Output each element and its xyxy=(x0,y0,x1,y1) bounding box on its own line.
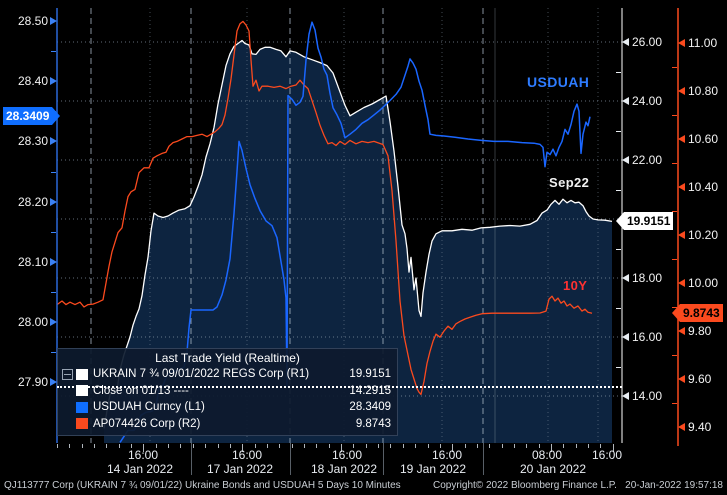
close-reference-line xyxy=(57,386,622,389)
legend-rows: UKRAIN 7 ¾ 09/01/2022 REGS Corp (R1) 19.9… xyxy=(58,366,397,432)
legend-value: 19.9151 xyxy=(349,368,391,381)
legend-label: UKRAIN 7 ¾ 09/01/2022 REGS Corp (R1) xyxy=(93,368,310,381)
series-line-ukrain-7-¾-09/01/2022-regs-corp xyxy=(103,39,613,429)
sep22-yield-badge: 19.9151 xyxy=(616,212,674,230)
legend-swatch xyxy=(76,368,88,380)
badge-text: 19.9151 xyxy=(624,212,674,230)
badge-arrow-icon xyxy=(672,303,680,322)
copyright-text: Copyright© 2022 Bloomberg Finance L.P. xyxy=(433,480,617,491)
legend-box[interactable]: Last Trade Yield (Realtime) UKRAIN 7 ¾ 0… xyxy=(57,348,398,436)
legend-row[interactable]: USDUAH Curncy (L1) 28.3409 xyxy=(58,399,397,416)
badge-text: 9.8743 xyxy=(680,303,723,322)
tenyear-yield-badge: 9.8743 xyxy=(672,303,723,322)
badge-arrow-icon xyxy=(52,107,61,126)
legend-value: 9.8743 xyxy=(355,417,391,430)
legend-swatch xyxy=(76,401,88,413)
legend-row[interactable]: AP074426 Corp (R2) 9.8743 xyxy=(58,416,397,433)
usduah-last-price-badge: 28.3409 xyxy=(3,107,61,126)
series-line-ap074426-corp xyxy=(56,20,593,396)
badge-arrow-icon xyxy=(616,212,624,230)
legend-label: AP074426 Corp (R2) xyxy=(93,417,201,430)
status-bar: QJ113777 Corp (UKRAIN 7 ¾ 09/01/22) Ukra… xyxy=(0,476,727,495)
series-line-usduah-curncy xyxy=(119,21,591,443)
yield-area-fill xyxy=(104,40,612,443)
legend-value: 28.3409 xyxy=(349,401,391,414)
legend-swatch xyxy=(76,385,88,397)
legend-swatch xyxy=(76,418,88,430)
legend-label: USDUAH Curncy (L1) xyxy=(93,401,205,414)
legend-title: Last Trade Yield (Realtime) xyxy=(155,351,300,365)
legend-row[interactable]: Close on 01/13 ---- 14.2915 xyxy=(58,383,397,400)
tree-expander-icon[interactable] xyxy=(62,368,73,380)
legend-row[interactable]: UKRAIN 7 ¾ 09/01/2022 REGS Corp (R1) 19.9… xyxy=(58,366,397,383)
timestamp: 20-Jan-2022 19:57:18 xyxy=(625,480,723,491)
badge-text: 28.3409 xyxy=(3,107,53,126)
chart-description: QJ113777 Corp (UKRAIN 7 ¾ 09/01/22) Ukra… xyxy=(4,480,401,491)
